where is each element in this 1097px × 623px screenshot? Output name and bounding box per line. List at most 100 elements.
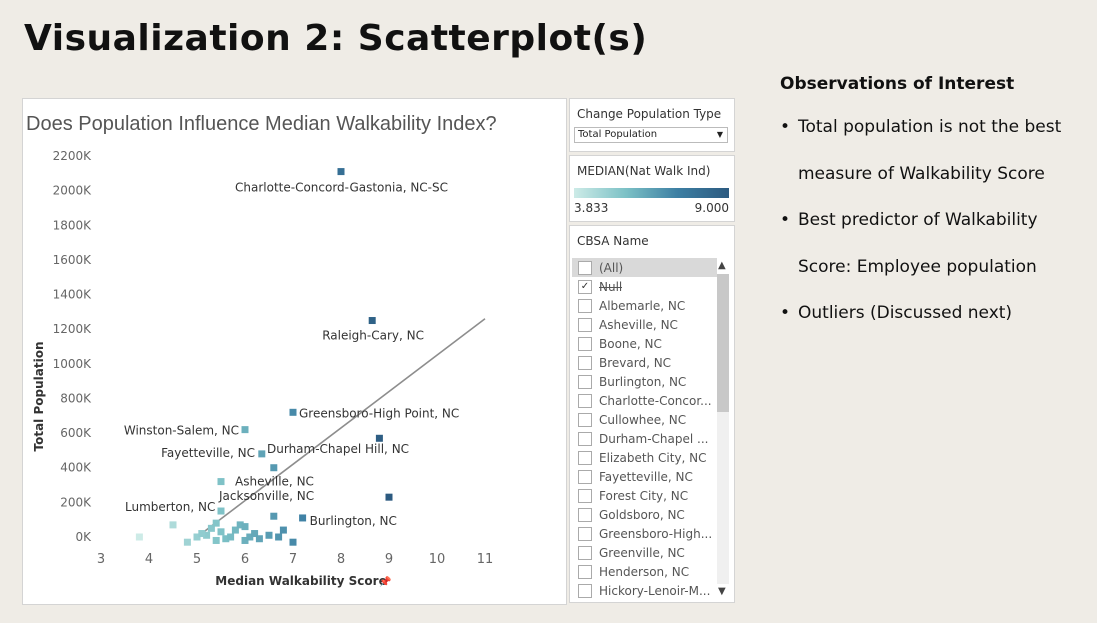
point-label: Greensboro-High Point, NC xyxy=(299,406,459,420)
checkbox-icon[interactable] xyxy=(578,526,592,541)
checkbox-icon[interactable] xyxy=(578,450,592,465)
data-point xyxy=(251,530,259,538)
data-point xyxy=(169,521,177,529)
checkbox-icon[interactable] xyxy=(578,488,592,503)
data-point xyxy=(203,531,211,539)
cbsa-list-item[interactable]: Durham-Chapel ... xyxy=(572,429,717,448)
observation-item: measure of Walkability Score xyxy=(798,163,1045,184)
population-type-card: Change Population Type Total Population … xyxy=(569,98,735,152)
cbsa-item-label: (All) xyxy=(599,260,624,275)
cbsa-item-label: Null xyxy=(599,279,623,294)
data-point xyxy=(217,478,225,486)
cbsa-item-label: Burlington, NC xyxy=(599,374,687,389)
y-tick-label: 600K xyxy=(60,426,92,440)
checkbox-icon[interactable] xyxy=(578,469,592,484)
checkbox-icon[interactable] xyxy=(578,412,592,427)
cbsa-item-label: Greensboro-High... xyxy=(599,526,713,541)
cbsa-list-item[interactable]: Boone, NC xyxy=(572,334,717,353)
x-tick-label: 10 xyxy=(429,552,446,567)
observation-item: Score: Employee population xyxy=(798,256,1037,277)
scroll-down-icon[interactable]: ▼ xyxy=(718,586,726,597)
cbsa-list-item[interactable]: Burlington, NC xyxy=(572,372,717,391)
data-point xyxy=(193,533,201,541)
cbsa-list-item[interactable]: ✓ Null xyxy=(572,277,717,296)
checkbox-icon[interactable] xyxy=(578,260,592,275)
checkbox-icon[interactable] xyxy=(578,507,592,522)
cbsa-list-item[interactable]: Goldsboro, NC xyxy=(572,505,717,524)
data-point xyxy=(258,450,266,458)
data-point xyxy=(241,536,249,544)
cbsa-list-item[interactable]: Cullowhee, NC xyxy=(572,410,717,429)
cbsa-list-item[interactable]: Hickory-Lenoir-M... xyxy=(572,581,717,600)
cbsa-item-label: Charlotte-Concor... xyxy=(599,393,712,408)
data-point xyxy=(241,523,249,531)
checkbox-icon[interactable] xyxy=(578,545,592,560)
cbsa-item-label: Goldsboro, NC xyxy=(599,507,685,522)
cbsa-list-item[interactable]: Fayetteville, NC xyxy=(572,467,717,486)
scatterplot-chart: 0K 200K 400K 600K 800K 1000K 1200K 1400K 1600K 18… xyxy=(32,149,494,588)
checkbox-icon[interactable] xyxy=(578,431,592,446)
checkbox-icon[interactable] xyxy=(578,355,592,370)
point-label: Raleigh-Cary, NC xyxy=(322,329,424,343)
point-label: Durham-Chapel Hill, NC xyxy=(267,442,409,456)
y-tick-label: 1200K xyxy=(53,322,93,336)
cbsa-item-label: Elizabeth City, NC xyxy=(599,450,707,465)
checkbox-icon[interactable] xyxy=(578,317,592,332)
cbsa-list-item[interactable]: (All) xyxy=(572,258,717,277)
cbsa-list-item[interactable]: Albemarle, NC xyxy=(572,296,717,315)
cbsa-item-label: Hickory-Lenoir-M... xyxy=(599,583,711,598)
y-tick-label: 0K xyxy=(75,530,92,544)
data-point xyxy=(275,533,283,541)
x-tick-label: 9 xyxy=(385,552,393,567)
cbsa-list-item[interactable]: Charlotte-Concor... xyxy=(572,391,717,410)
cbsa-list-item[interactable]: Henderson, NC xyxy=(572,562,717,581)
data-point xyxy=(289,538,297,546)
pin-icon: 📌 xyxy=(379,575,392,588)
x-tick-label: 4 xyxy=(145,552,153,567)
checkbox-icon[interactable] xyxy=(578,298,592,313)
data-point xyxy=(279,526,287,534)
cbsa-scrollbar[interactable]: ▲ ▼ xyxy=(716,258,730,600)
cbsa-list-item[interactable]: Greensboro-High... xyxy=(572,524,717,543)
checkbox-checked-icon[interactable]: ✓ xyxy=(578,279,592,294)
checkbox-icon[interactable] xyxy=(578,336,592,351)
cbsa-list-item[interactable]: Forest City, NC xyxy=(572,486,717,505)
data-point xyxy=(375,434,383,442)
observation-item: Best predictor of Walkability xyxy=(780,197,1090,244)
population-type-dropdown[interactable]: Total Population ▼ xyxy=(574,127,728,143)
cbsa-list-item[interactable]: Asheville, NC xyxy=(572,315,717,334)
checkbox-icon[interactable] xyxy=(578,393,592,408)
caret-down-icon: ▼ xyxy=(716,130,723,139)
data-point xyxy=(222,535,230,543)
data-point xyxy=(241,426,249,434)
scroll-thumb[interactable] xyxy=(717,274,729,412)
color-legend-title: MEDIAN(Nat Walk Ind) xyxy=(577,164,711,178)
cbsa-list-item[interactable]: Elizabeth City, NC xyxy=(572,448,717,467)
data-point xyxy=(368,317,376,325)
data-point xyxy=(236,521,244,529)
observations-panel: Observations of Interest Total populatio… xyxy=(780,74,1090,337)
checkbox-icon[interactable] xyxy=(578,583,592,598)
filter-sidebar: Change Population Type Total Population … xyxy=(569,98,735,603)
y-tick-label: 200K xyxy=(60,495,92,509)
cbsa-item-label: Cullowhee, NC xyxy=(599,412,687,427)
cbsa-item-label: Boone, NC xyxy=(599,336,662,351)
point-label: Asheville, NC xyxy=(235,475,314,489)
color-ramp-min: 3.833 xyxy=(574,201,609,215)
observation-item: Outliers (Discussed next) xyxy=(780,290,1090,337)
trend-line xyxy=(196,318,486,538)
data-point xyxy=(385,493,393,501)
data-point xyxy=(270,464,278,472)
checkbox-icon[interactable] xyxy=(578,374,592,389)
cbsa-list-item[interactable]: Greenville, NC xyxy=(572,543,717,562)
x-tick-label: 11 xyxy=(477,552,494,567)
cbsa-item-label: Albemarle, NC xyxy=(599,298,686,313)
color-ramp-max: 9.000 xyxy=(694,201,729,215)
data-point xyxy=(289,408,297,416)
checkbox-icon[interactable] xyxy=(578,564,592,579)
data-point xyxy=(337,168,345,176)
y-tick-label: 2000K xyxy=(53,184,93,198)
cbsa-list-item[interactable]: Brevard, NC xyxy=(572,353,717,372)
scroll-up-icon[interactable]: ▲ xyxy=(718,260,726,271)
chart-title: Does Population Influence Median Walkabi… xyxy=(26,113,497,135)
